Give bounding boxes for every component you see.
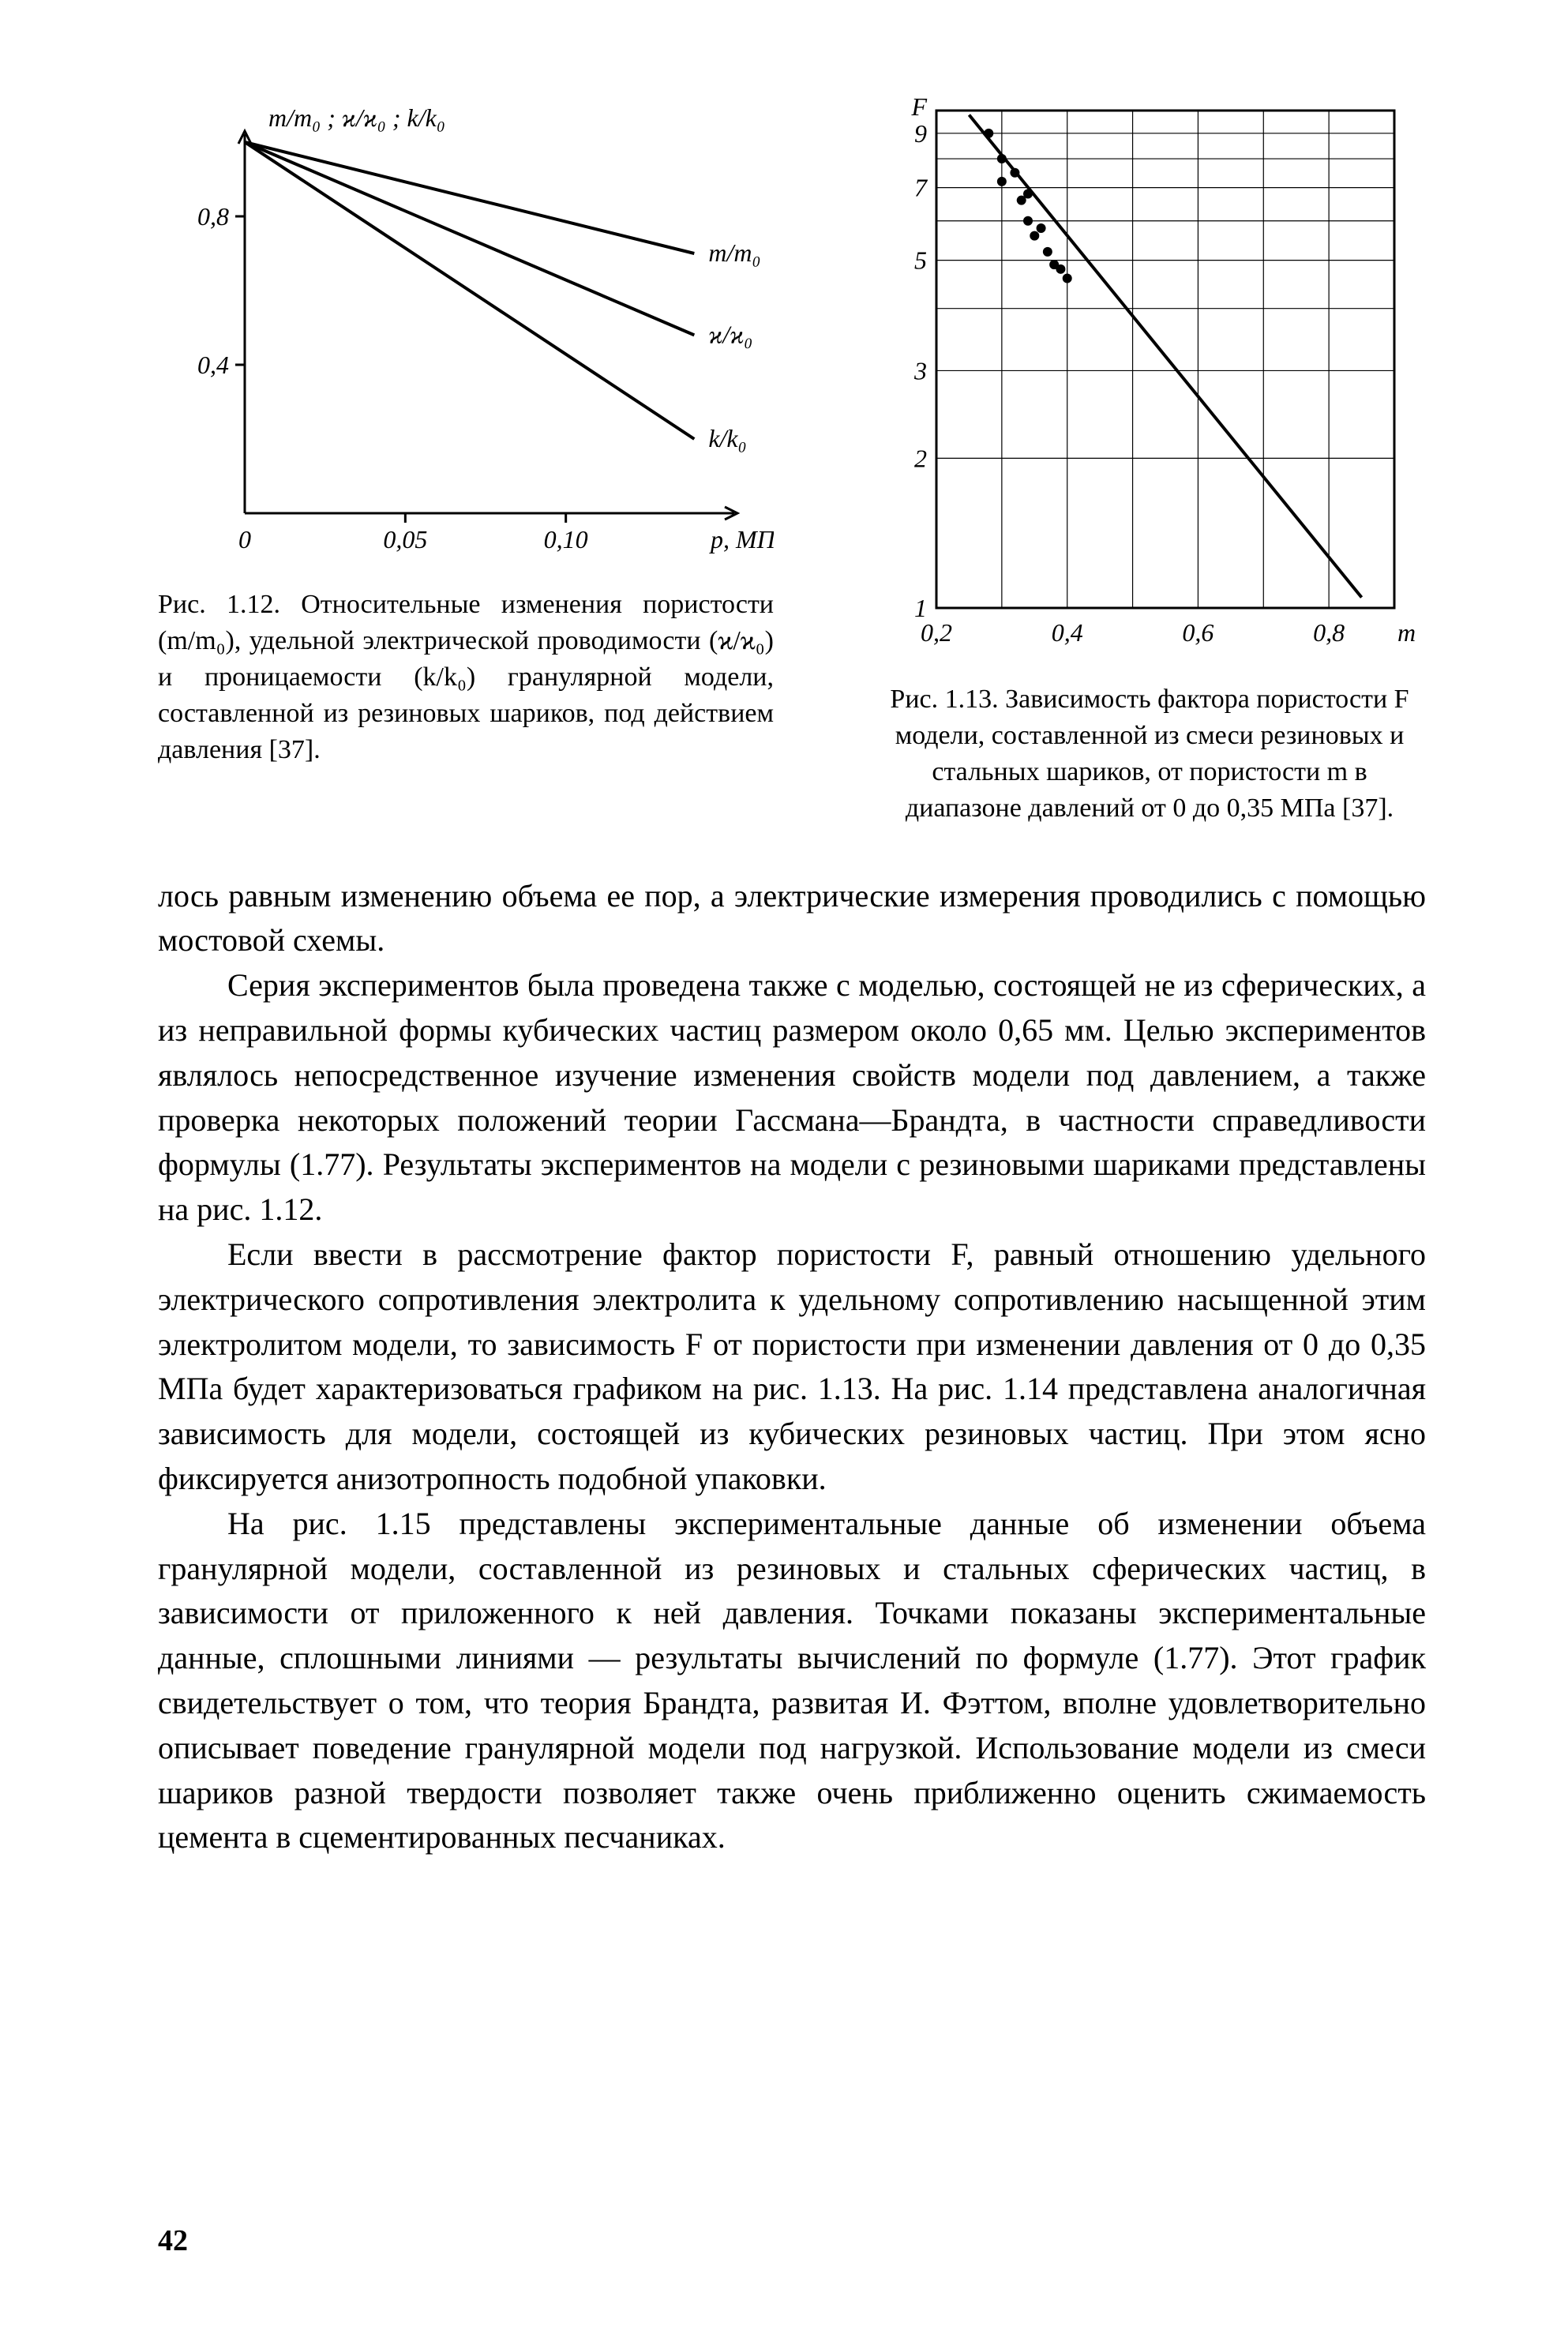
svg-text:0,10: 0,10 [544,525,588,553]
svg-text:2: 2 [914,444,927,472]
chart-1-12: 0,4 0,8 0 0,05 0,10 m/m₀ ; ϰ/ϰ₀ ; k/k₀ p, МПа m… [158,95,774,568]
chart-1-13: 0,2 0,4 0,6 0,8 m 1 2 3 5 7 9F [873,95,1426,663]
svg-text:7: 7 [914,174,928,202]
svg-text:0,05: 0,05 [383,525,427,553]
svg-text:3: 3 [913,356,927,385]
svg-text:5: 5 [914,246,927,275]
svg-text:1: 1 [914,594,927,622]
page-number: 42 [158,2223,188,2258]
svg-text:m/m₀: m/m₀ [708,238,760,267]
svg-text:F: F [910,95,927,121]
paragraph-1: лось равным изменению объема ее пор, а э… [158,874,1426,964]
svg-text:0,8: 0,8 [1313,618,1345,647]
svg-text:0,6: 0,6 [1182,618,1214,647]
svg-text:m/m₀ ; ϰ/ϰ₀ ; k/k₀: m/m₀ ; ϰ/ϰ₀ ; k/k₀ [268,103,445,132]
svg-text:0,2: 0,2 [921,618,952,647]
paragraph-4: На рис. 1.15 представлены эксперименталь… [158,1502,1426,1860]
page: 0,4 0,8 0 0,05 0,10 m/m₀ ; ϰ/ϰ₀ ; k/k₀ p, МПа m… [0,0,1568,2345]
paragraph-2: Серия экспериментов была проведена также… [158,963,1426,1233]
body-text: лось равным изменению объема ее пор, а э… [158,874,1426,1861]
figure-1-13: 0,2 0,4 0,6 0,8 m 1 2 3 5 7 9F Рис. 1.13. Зависимо… [873,95,1426,827]
caption-1-12: Рис. 1.12. Относительные изменения порис… [158,587,774,767]
svg-text:0,8: 0,8 [197,202,229,231]
figures-row: 0,4 0,8 0 0,05 0,10 m/m₀ ; ϰ/ϰ₀ ; k/k₀ p, МПа m… [158,95,1426,827]
svg-text:p, МПа: p, МПа [709,525,774,553]
svg-text:0,4: 0,4 [197,351,229,379]
svg-text:m: m [1397,618,1416,647]
svg-text:ϰ/ϰ₀: ϰ/ϰ₀ [708,320,752,348]
svg-text:9: 9 [914,119,927,148]
svg-text:0: 0 [238,525,251,553]
svg-text:0,4: 0,4 [1052,618,1083,647]
figure-1-12: 0,4 0,8 0 0,05 0,10 m/m₀ ; ϰ/ϰ₀ ; k/k₀ p, МПа m… [158,95,774,767]
paragraph-3: Если ввести в рассмотрение фактор порист… [158,1233,1426,1502]
caption-1-13: Рис. 1.13. Зависимость фактора пористост… [873,681,1426,827]
svg-text:k/k₀: k/k₀ [708,424,746,452]
